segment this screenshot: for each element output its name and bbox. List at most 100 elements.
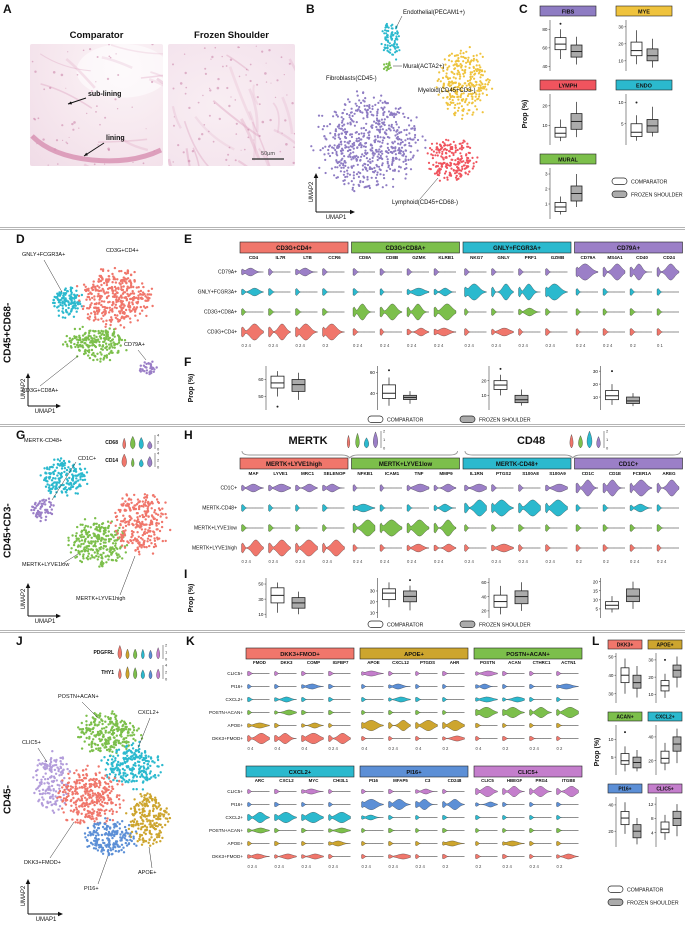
gene-label: MAF: [249, 471, 259, 476]
violin-x-ticks: 0 4: [275, 746, 281, 751]
umap-axes: [313, 173, 355, 215]
box-group-header: [607, 639, 643, 650]
cluster-label-4: APOE+: [138, 870, 157, 876]
gene-label: CXCL12: [392, 660, 409, 665]
box-y-tick: 30: [370, 589, 376, 594]
box-y-tick: 10: [481, 393, 487, 398]
gene-label: CHI3L1: [333, 778, 349, 783]
violin-group-header-label: PI16+: [406, 770, 422, 776]
box-y-tick: 30: [618, 25, 624, 30]
box-y-tick: 80: [542, 27, 548, 32]
inset-tick: 4: [165, 663, 168, 668]
axis-label-x: UMAP1: [35, 409, 56, 415]
gene-label: C3: [425, 778, 431, 783]
violin-group-header: [351, 241, 460, 254]
violin-x-ticks: 0 2 4: [248, 864, 258, 869]
violin-row-label: CD79A+: [218, 270, 237, 276]
violin-x-ticks: 0 2 4: [576, 343, 586, 348]
box-group-header: [607, 711, 643, 722]
umap-points: [310, 22, 494, 193]
box-y-tick: 2: [545, 187, 548, 192]
box-y-tick: 50: [258, 582, 264, 587]
violin-x-ticks: 0 2 4: [434, 559, 444, 564]
gene-label: ACTN1: [561, 660, 576, 665]
cluster-points-2: [32, 750, 72, 814]
cluster-points-0: [77, 710, 144, 757]
panel-label-e: E: [184, 232, 193, 246]
violin-row-label: CXCL2+: [226, 815, 244, 820]
legend-swatch: [611, 177, 628, 185]
gene-label: GNLY: [497, 255, 509, 260]
cluster-label-2: Fibroblasts(CD45-): [326, 76, 377, 82]
violin-x-ticks: 0 2 4: [242, 343, 252, 348]
violin-x-ticks: 0 2 4: [353, 559, 363, 564]
cluster-label-1: CD1C+: [78, 456, 96, 462]
umap-points: [30, 457, 172, 568]
gene-label: CD1E: [609, 471, 621, 476]
gene-label: MYC: [309, 778, 320, 783]
box-y-tick: 60: [542, 46, 548, 51]
legend-label: FROZEN SHOULDER: [479, 417, 531, 423]
cluster-points-0: [380, 22, 401, 61]
box-y-tick: 40: [648, 735, 654, 740]
cluster-label-3: DKK3+FMOD+: [24, 860, 61, 866]
prop-axis-label: Prop (%): [188, 584, 195, 613]
violin-row-label: MERTK+LYVE1low: [194, 526, 237, 532]
violin-group-header-label: MERTK+LYVE1low: [379, 462, 433, 468]
inset-tick: 0: [606, 446, 609, 451]
violin-x-ticks: 0 2 4: [603, 343, 613, 348]
violin-row-label: APOE+: [228, 723, 244, 728]
legend-label: FROZEN SHOULDER: [627, 900, 679, 906]
violin-x-ticks: 0 2 4: [269, 559, 279, 564]
violin-x-ticks: 0 2 4: [546, 559, 556, 564]
panel-label-a: A: [3, 2, 12, 16]
violin-row-label: PI16+: [231, 684, 243, 689]
violin-x-ticks: 0 1: [657, 343, 663, 348]
cluster-label-0: POSTN+ACAN+: [58, 694, 99, 700]
gene-label: CD1C: [582, 471, 595, 476]
gene-label: ACAN: [508, 660, 521, 665]
box-group-header-label: APOE+: [656, 643, 673, 649]
violin-x-ticks: 0 2 4: [242, 559, 252, 564]
violin-row-label: PI16+: [231, 802, 243, 807]
panel-label-i: I: [184, 567, 188, 581]
box-group-header: [539, 79, 597, 91]
cluster-points-3: [109, 493, 172, 556]
violin-group-header-label: CD3G+CD4+: [276, 246, 312, 252]
gene-label: FCER1A: [633, 471, 652, 476]
violin-x-ticks: 0 2 4: [389, 746, 399, 751]
cluster-points-1: [30, 497, 55, 523]
cluster-label-1: Mural(ACTA2+): [403, 64, 444, 70]
cluster-label-1: CXCL2+: [138, 710, 159, 716]
inset-gene-label: PDGFRL: [93, 650, 114, 656]
panel-label-h: H: [184, 428, 193, 442]
box-y-tick: 3: [545, 172, 548, 177]
box-group-header-label: CXCL2+: [655, 715, 674, 721]
cluster-points-4: [125, 792, 172, 847]
histology-image-comparator: [30, 44, 163, 166]
violin-x-ticks: 0 2 4: [465, 343, 475, 348]
gene-label: POSTN: [480, 660, 495, 665]
violin-row-label: POSTN+ACAN+: [209, 710, 243, 715]
box-y-tick: 10: [542, 123, 548, 128]
box-group-header-label: DKK3+: [617, 643, 634, 649]
box-y-tick: 40: [608, 673, 614, 678]
box-y-tick: 60: [481, 580, 487, 585]
violin-row-label: MERTK+LYVE1high: [192, 546, 237, 552]
cluster-points-3: [56, 764, 125, 826]
legend-label: COMPARATOR: [631, 179, 668, 185]
histology-annotations: sub-lining lining 50µm: [67, 91, 284, 160]
panel-label-k: K: [186, 634, 195, 648]
box-y-tick: 10: [258, 612, 264, 617]
violin-row-label: CD1C+: [220, 486, 237, 492]
violin-x-ticks: 0 2 4: [465, 559, 475, 564]
gene-label: CD40: [636, 255, 648, 260]
panel-label-j: J: [16, 634, 23, 648]
annotation-sub-lining: sub-lining: [88, 91, 121, 98]
scale-bar-label: 50µm: [261, 151, 275, 157]
violin-x-ticks: 0 2: [630, 343, 636, 348]
violin-group-header-label: GNLY+FCGR3A+: [493, 246, 541, 252]
legend-label: COMPARATOR: [627, 887, 664, 893]
cluster-label-2: CLIC5+: [22, 740, 41, 746]
legend-label: COMPARATOR: [387, 622, 424, 628]
